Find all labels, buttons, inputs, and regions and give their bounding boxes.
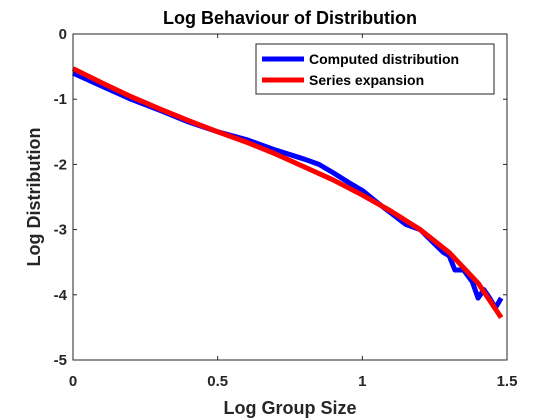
y-tick-label: -2 [54,156,67,173]
x-tick-label: 1.5 [497,373,518,390]
plot-frame [72,33,508,361]
y-tick-label: -5 [54,352,67,369]
legend-label-series-expansion: Series expansion [309,72,424,88]
legend-label-computed: Computed distribution [309,51,459,67]
x-tick-label: 0 [69,373,77,390]
series-line-1 [71,66,504,320]
y-tick-label: -3 [54,222,67,239]
series-layer [71,66,504,320]
x-tick-label: 0.5 [207,373,228,390]
y-tick-label: -1 [54,91,67,108]
y-axis: 0 -1 -2 -3 -4 -5 [54,26,507,369]
legend-box [255,43,495,95]
x-axis: 0 0.5 1 1.5 [69,34,518,390]
y-axis-label: Log Distribution [24,128,44,267]
x-axis-label: Log Group Size [224,398,357,418]
y-tick-label: -4 [54,287,68,304]
x-tick-label: 1 [358,373,366,390]
legend: Computed distribution Series expansion [255,43,495,95]
chart-title: Log Behaviour of Distribution [163,8,417,28]
y-tick-label: 0 [59,26,67,43]
